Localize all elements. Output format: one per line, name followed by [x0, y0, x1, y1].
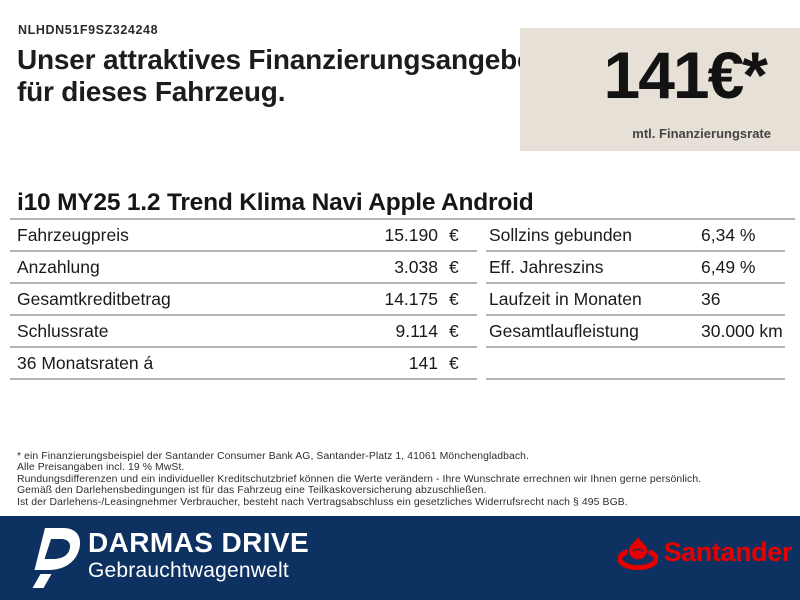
- row-unit: €: [449, 256, 459, 277]
- table-row: 36 Monatsraten á 141 €: [10, 348, 477, 380]
- row-unit: €: [449, 352, 459, 373]
- bank-name: Santander: [663, 536, 793, 567]
- table-row: Anzahlung 3.038 €: [10, 252, 477, 284]
- row-value: 141: [408, 352, 438, 373]
- table-row: Fahrzeugpreis 15.190 €: [10, 220, 477, 252]
- row-label: Gesamtkreditbetrag: [17, 288, 171, 309]
- finance-table-left: Fahrzeugpreis 15.190 € Anzahlung 3.038 €…: [10, 220, 477, 380]
- footnote-line: * ein Finanzierungsbeispiel der Santande…: [17, 451, 530, 462]
- row-value: 30.000 km: [701, 320, 783, 341]
- darmas-drive-d-logo-icon: [32, 528, 80, 588]
- row-unit: €: [449, 288, 459, 309]
- dealer-name: DARMAS DRIVE: [88, 527, 310, 558]
- santander-flame-icon: [617, 534, 658, 570]
- row-unit: €: [449, 320, 459, 341]
- santander-logo: Santander: [617, 534, 793, 570]
- dealer-subtitle: Gebrauchtwagenwelt: [88, 559, 289, 582]
- offer-headline: Unser attraktives Finanzierungsangebot f…: [17, 44, 543, 107]
- dealer-wordmark: DARMAS DRIVE Gebrauchtwagenwelt: [88, 528, 309, 583]
- table-row: Eff. Jahreszins 6,49 %: [486, 252, 785, 284]
- row-unit: €: [449, 224, 459, 245]
- row-value: 3.038: [394, 256, 438, 277]
- footnote-line: Rundungsdifferenzen und ein individuelle…: [17, 473, 702, 485]
- table-row: Schlussrate 9.114 €: [10, 316, 477, 348]
- table-row-empty: [486, 348, 785, 380]
- offer-headline-line2: für dieses Fahrzeug.: [17, 75, 286, 107]
- row-value: 6,49 %: [701, 256, 756, 277]
- monthly-rate-box: 141€* mtl. Finanzierungsrate: [520, 28, 800, 151]
- vehicle-vin: NLHDN51F9SZ324248: [18, 23, 159, 37]
- offer-headline-line1: Unser attraktives Finanzierungsangebot: [17, 44, 544, 75]
- row-label: Laufzeit in Monaten: [489, 288, 642, 309]
- footnote-line: Ist der Darlehens-/Leasingnehmer Verbrau…: [17, 496, 628, 508]
- title-divider: [10, 218, 795, 220]
- monthly-rate-amount: 141€*: [603, 38, 768, 112]
- row-label: Fahrzeugpreis: [17, 224, 129, 245]
- row-label: 36 Monatsraten á: [17, 352, 154, 373]
- row-value: 6,34 %: [701, 224, 756, 245]
- row-label: Schlussrate: [17, 320, 109, 341]
- footnote-line: Gemäß den Darlehensbedingungen ist für d…: [17, 485, 487, 497]
- legal-footnotes: * ein Finanzierungsbeispiel der Santande…: [17, 451, 701, 508]
- row-label: Gesamtlaufleistung: [489, 320, 639, 341]
- row-value: 36: [701, 288, 721, 309]
- footnote-line: Alle Preisangaben incl. 19 % MwSt.: [17, 462, 185, 474]
- monthly-rate-caption: mtl. Finanzierungsrate: [632, 126, 771, 141]
- table-row: Gesamtkreditbetrag 14.175 €: [10, 284, 477, 316]
- row-label: Sollzins gebunden: [489, 224, 633, 245]
- vehicle-title: i10 MY25 1.2 Trend Klima Navi Apple Andr…: [17, 189, 534, 216]
- row-value: 15.190: [384, 224, 438, 245]
- table-row: Sollzins gebunden 6,34 %: [486, 220, 785, 252]
- footer-bar: DARMAS DRIVE Gebrauchtwagenwelt Santande…: [0, 516, 800, 600]
- table-row: Gesamtlaufleistung 30.000 km: [486, 316, 785, 348]
- finance-table-right: Sollzins gebunden 6,34 % Eff. Jahreszins…: [486, 220, 785, 380]
- row-value: 14.175: [384, 288, 438, 309]
- row-label: Eff. Jahreszins: [489, 256, 604, 277]
- table-row: Laufzeit in Monaten 36: [486, 284, 785, 316]
- row-label: Anzahlung: [17, 256, 100, 277]
- row-value: 9.114: [395, 320, 439, 341]
